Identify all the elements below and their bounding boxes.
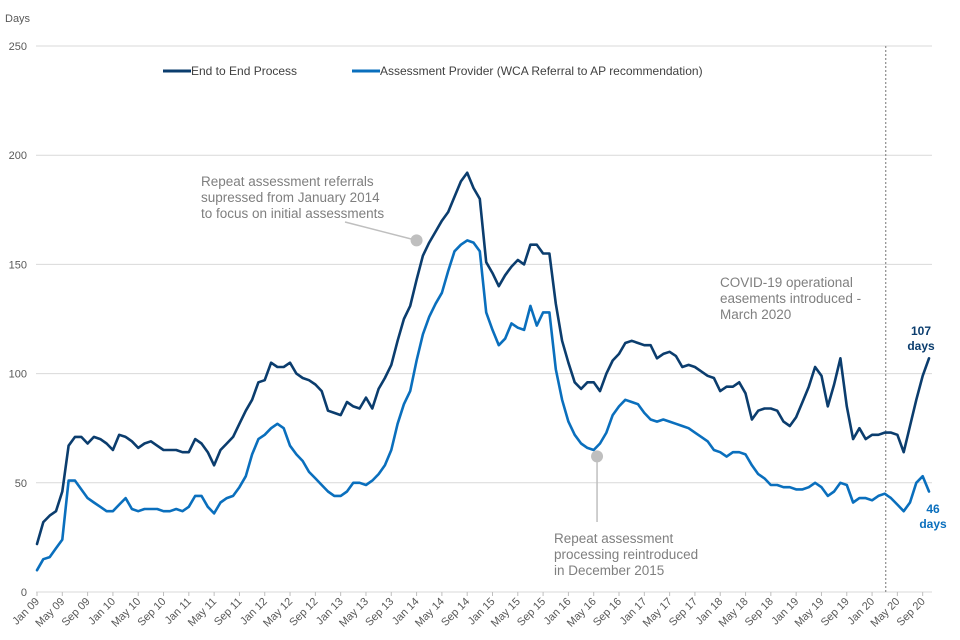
annotation-covid-easements: COVID-19 operational easements introduced…	[720, 275, 861, 322]
y-tick-label: 250	[9, 41, 27, 53]
gridlines	[36, 45, 932, 593]
y-axis-title: Days	[5, 13, 31, 25]
end-label-end-to-end-line: 107	[911, 324, 931, 338]
x-tick-label: Sep 15	[515, 596, 548, 629]
legend-label-end-to-end: End to End Process	[191, 64, 297, 78]
x-tick-label: Sep 10	[136, 596, 169, 629]
x-tick-label: Sep 09	[60, 596, 93, 629]
x-tick-label: Sep 20	[895, 596, 928, 629]
annotations: Repeat assessment referrals supressed fro…	[201, 174, 947, 578]
series-line-end-to-end	[35, 171, 931, 546]
x-tick-label: Sep 12	[287, 596, 320, 629]
annotation-leader-line	[344, 221, 417, 242]
end-label-assessment-provider-line: days	[919, 517, 947, 531]
end-label-assessment-provider-line: 46	[926, 502, 940, 516]
y-tick-label: 150	[9, 259, 27, 271]
annotation-referrals-suppressed: Repeat assessment referrals supressed fro…	[201, 174, 384, 221]
annotation-referrals-suppressed-line: Repeat assessment referrals	[201, 174, 374, 189]
series-line-assessment-provider	[35, 239, 931, 572]
x-tick-label: May 11	[186, 596, 219, 629]
y-tick-label: 0	[21, 587, 27, 599]
annotation-processing-reintroduced-line: in December 2015	[554, 563, 664, 578]
legend: End to End Process Assessment Provider (…	[163, 64, 703, 78]
annotation-processing-reintroduced-line: processing reintroduced	[554, 547, 698, 562]
y-tick-label: 200	[9, 150, 27, 162]
annotation-referrals-suppressed-line: supressed from January 2014	[201, 190, 380, 205]
x-tick-label: Sep 14	[439, 596, 472, 629]
end-label-assessment-provider: 46 days	[919, 502, 947, 531]
x-tick-label: Sep 18	[743, 596, 776, 629]
y-tick-label: 100	[9, 369, 27, 381]
annotation-marker	[410, 234, 423, 247]
y-axis: Days 0 50 100 150 200 250	[5, 13, 31, 599]
y-tick-label: 50	[15, 478, 27, 490]
annotation-covid-easements-line: March 2020	[720, 307, 791, 322]
annotation-covid-easements-line: easements introduced -	[720, 291, 861, 306]
x-tick-label: Sep 11	[212, 596, 245, 629]
x-tick-label: Sep 13	[363, 596, 396, 629]
annotation-processing-reintroduced-line: Repeat assessment	[554, 531, 674, 546]
end-label-end-to-end: 107 days	[907, 324, 935, 353]
x-tick-label: Sep 17	[667, 596, 700, 629]
x-tick-label: Sep 19	[819, 596, 852, 629]
annotation-processing-reintroduced: Repeat assessment processing reintroduced…	[554, 531, 698, 578]
x-tick-label: Sep 16	[591, 596, 624, 629]
annotation-marker	[591, 450, 604, 463]
series-lines	[35, 171, 931, 572]
annotation-referrals-suppressed-line: to focus on initial assessments	[201, 206, 384, 221]
end-label-end-to-end-line: days	[907, 339, 935, 353]
legend-label-assessment-provider: Assessment Provider (WCA Referral to AP …	[380, 64, 703, 78]
annotation-covid-easements-line: COVID-19 operational	[720, 275, 853, 290]
